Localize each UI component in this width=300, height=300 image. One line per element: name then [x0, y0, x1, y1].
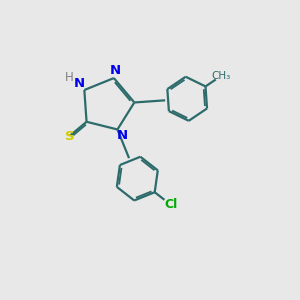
Text: Cl: Cl: [164, 198, 178, 212]
Text: S: S: [65, 130, 74, 143]
Text: N: N: [74, 77, 85, 90]
Text: H: H: [64, 71, 74, 84]
Text: N: N: [110, 64, 121, 77]
Text: N: N: [117, 130, 128, 142]
Text: CH₃: CH₃: [212, 71, 231, 81]
